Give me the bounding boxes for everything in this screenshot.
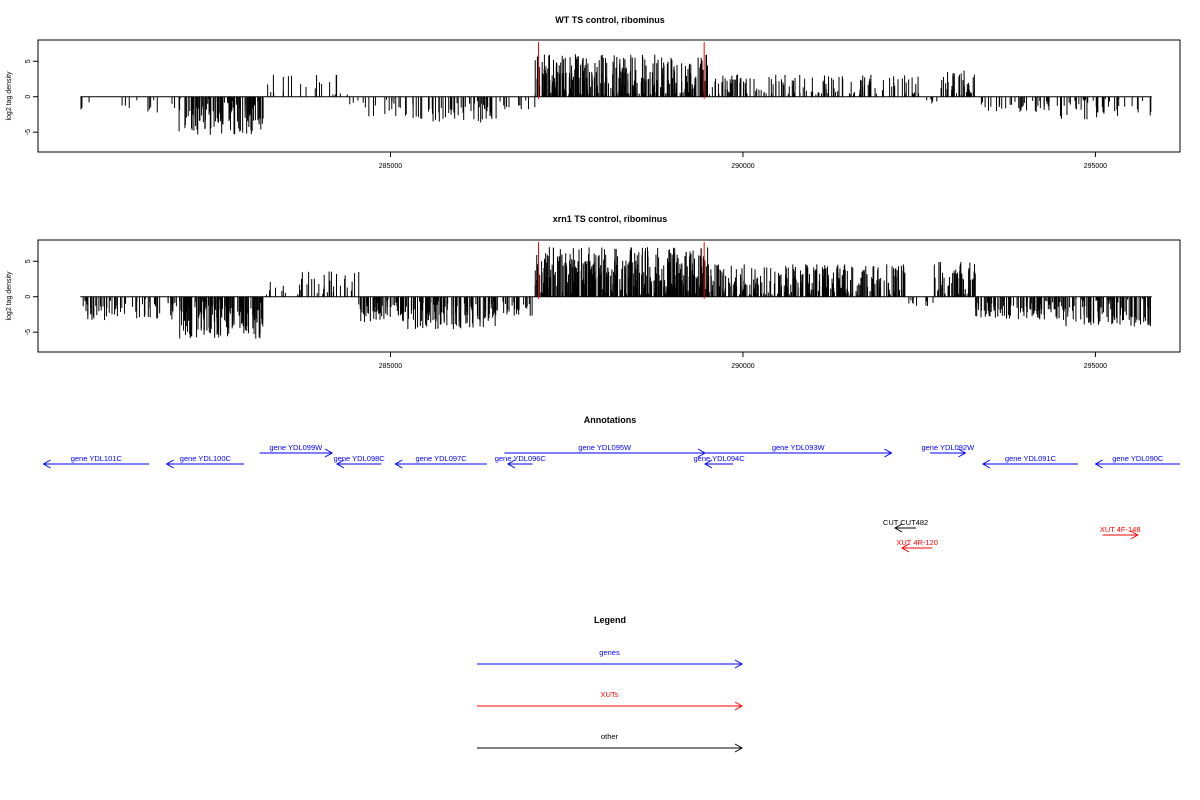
- annotation-feature: gene YDL101C: [42, 454, 150, 469]
- annotation-feature: CUT CUT482: [883, 518, 928, 533]
- feature-arrowhead: [394, 459, 403, 469]
- annotation-feature: gene YDL090C: [1094, 454, 1180, 469]
- legend-item: XUTs: [477, 690, 744, 711]
- feature-arrowhead: [958, 448, 967, 458]
- y-tick-label: -5: [25, 129, 32, 135]
- track-2-x-axis: 285000 290000 295000: [379, 351, 1107, 370]
- y-tick-label: 0: [25, 295, 32, 299]
- x-tick-label: 290000: [731, 163, 754, 170]
- annotation-feature: gene YDL091C: [981, 454, 1078, 469]
- legend-item: other: [477, 732, 744, 753]
- track-panel-2: xrn1 TS control, ribominus log2 tag dens…: [6, 214, 1181, 370]
- feature-label: XUT 4F-148: [1100, 525, 1141, 534]
- feature-label: XUT 4R-120: [896, 538, 938, 547]
- annotations-panel: Annotations gene YDL101C gene YDL100Cgene…: [42, 415, 1180, 553]
- feature-label: gene YDL094C: [693, 454, 745, 463]
- x-tick-label: 295000: [1084, 163, 1107, 170]
- track-1-y-axis: -5 0 5: [25, 59, 39, 135]
- x-tick-label: 285000: [379, 363, 402, 370]
- feature-arrowhead: [324, 448, 334, 458]
- y-tick-label: 0: [25, 95, 32, 99]
- annotations-title: Annotations: [584, 415, 637, 425]
- annotation-feature: XUT 4R-120: [896, 538, 938, 553]
- x-tick-label: 290000: [731, 363, 754, 370]
- annotation-feature: gene YDL096C: [495, 454, 547, 469]
- feature-arrowhead: [506, 459, 516, 469]
- y-tick-label: 5: [25, 259, 32, 263]
- x-tick-label: 285000: [379, 163, 402, 170]
- track-2-title: xrn1 TS control, ribominus: [553, 214, 668, 224]
- feature-label: gene YDL097C: [416, 454, 468, 463]
- track-2-ylabel: log2 tag density: [6, 271, 13, 321]
- feature-label: gene YDL100C: [180, 454, 232, 463]
- annotation-feature: gene YDL093W: [705, 443, 893, 458]
- annotation-feature: gene YDL100C: [165, 454, 245, 469]
- feature-arrowhead: [893, 523, 903, 533]
- feature-arrowhead: [981, 459, 991, 469]
- legend-label: genes: [599, 648, 620, 657]
- legend-label: other: [601, 732, 619, 741]
- annotation-feature: gene YDL097C: [394, 454, 487, 469]
- annotation-feature: gene YDL092W: [921, 443, 975, 458]
- feature-arrowhead: [165, 459, 174, 469]
- annotation-feature: XUT 4F-148: [1100, 525, 1141, 540]
- legend-item: genes: [477, 648, 744, 669]
- legend-panel: Legend genes XUTs other: [477, 615, 744, 753]
- annotation-feature: gene YDL094C: [693, 454, 745, 469]
- feature-arrowhead: [884, 448, 893, 458]
- feature-arrowhead: [42, 459, 51, 469]
- legend-arrowhead: [734, 701, 744, 711]
- annotation-feature: gene YDL098C: [334, 454, 386, 469]
- feature-label: gene YDL095W: [578, 443, 632, 452]
- feature-arrowhead: [703, 459, 713, 469]
- track-1-title: WT TS control, ribominus: [555, 15, 665, 25]
- feature-label: gene YDL096C: [495, 454, 547, 463]
- legend-arrowhead: [734, 743, 744, 753]
- feature-label: gene YDL092W: [921, 443, 975, 452]
- feature-label: CUT CUT482: [883, 518, 928, 527]
- legend-label: XUTs: [601, 690, 619, 699]
- y-tick-label: -5: [25, 329, 32, 335]
- track-1-x-axis: 285000 290000 295000: [379, 151, 1107, 170]
- annotation-features: gene YDL101C gene YDL100C gene YDL099W gene…: [42, 443, 1180, 553]
- legend-arrowhead: [734, 659, 744, 669]
- x-tick-label: 295000: [1084, 363, 1107, 370]
- legend-title: Legend: [594, 615, 626, 625]
- feature-arrowhead: [1094, 459, 1103, 469]
- track-1-frame: [37, 39, 1181, 153]
- feature-label: gene YDL099W: [269, 443, 323, 452]
- feature-arrowhead: [335, 459, 345, 469]
- feature-arrowhead: [1130, 530, 1139, 540]
- feature-label: gene YDL098C: [334, 454, 386, 463]
- track-2-bars: [82, 247, 1151, 339]
- feature-arrowhead: [901, 543, 910, 553]
- track-panel-1: WT TS control, ribominus log2 tag densit…: [6, 15, 1181, 170]
- track-2-y-axis: -5 0 5: [25, 259, 39, 335]
- annotation-feature: gene YDL099W: [259, 443, 334, 458]
- feature-label: gene YDL090C: [1112, 454, 1164, 463]
- track-1-highlights: [538, 42, 705, 99]
- legend-items: genes XUTs other: [477, 648, 744, 753]
- feature-label: gene YDL101C: [71, 454, 123, 463]
- track-1-ylabel: log2 tag density: [6, 71, 13, 121]
- y-tick-label: 5: [25, 59, 32, 63]
- track-1-bars: [80, 54, 1152, 135]
- track-2-highlights: [538, 242, 705, 299]
- feature-label: gene YDL093W: [772, 443, 826, 452]
- feature-label: gene YDL091C: [1005, 454, 1057, 463]
